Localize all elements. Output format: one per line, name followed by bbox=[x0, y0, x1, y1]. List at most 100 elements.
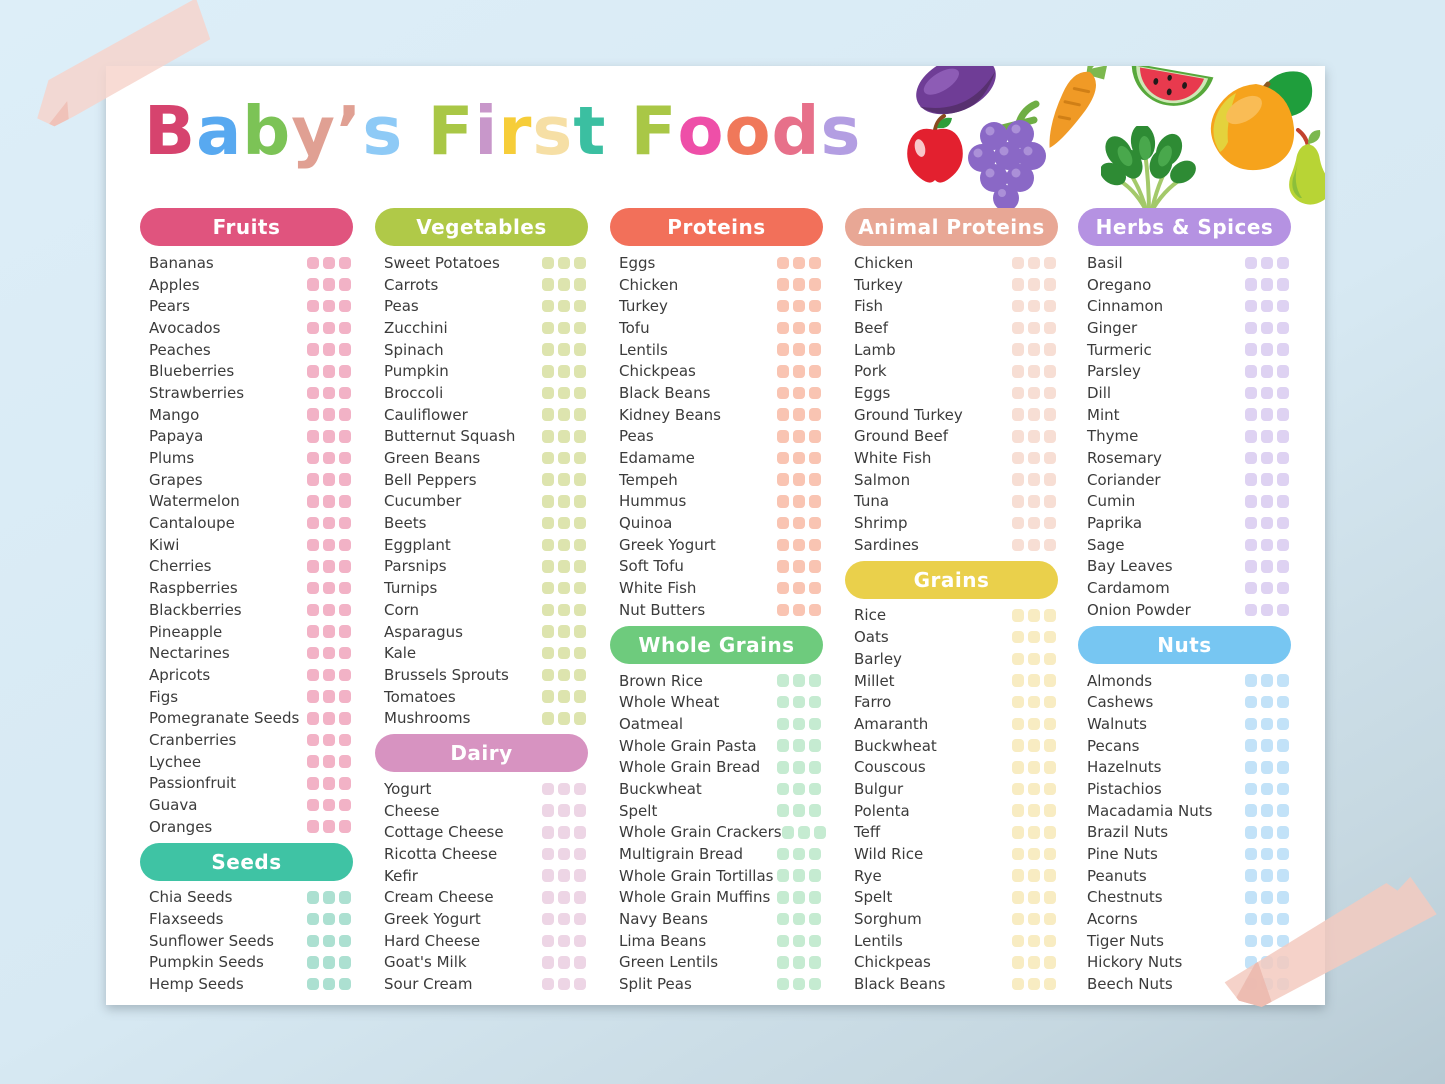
checkbox[interactable] bbox=[792, 386, 805, 400]
checkbox[interactable] bbox=[541, 603, 554, 617]
checkbox[interactable] bbox=[338, 495, 351, 508]
checkbox[interactable] bbox=[306, 603, 319, 617]
checkbox[interactable] bbox=[306, 668, 319, 682]
checkbox[interactable] bbox=[1027, 847, 1040, 861]
checkbox[interactable] bbox=[306, 256, 319, 270]
checkbox[interactable] bbox=[541, 712, 554, 725]
checkbox[interactable] bbox=[557, 847, 570, 861]
checkbox[interactable] bbox=[1276, 782, 1289, 796]
checkbox[interactable] bbox=[1043, 408, 1056, 421]
checkbox[interactable] bbox=[808, 761, 821, 774]
checkbox[interactable] bbox=[1276, 603, 1289, 617]
checkbox[interactable] bbox=[1027, 299, 1040, 313]
checkbox[interactable] bbox=[338, 408, 351, 421]
checkbox[interactable] bbox=[557, 538, 570, 552]
checkbox[interactable] bbox=[306, 777, 319, 790]
checkbox[interactable] bbox=[1244, 826, 1257, 839]
checkbox[interactable] bbox=[338, 473, 351, 486]
checkbox[interactable] bbox=[1043, 652, 1056, 666]
checkbox[interactable] bbox=[322, 430, 335, 443]
checkbox[interactable] bbox=[1260, 603, 1273, 617]
checkbox[interactable] bbox=[776, 934, 789, 948]
checkbox[interactable] bbox=[808, 934, 821, 948]
checkbox[interactable] bbox=[1027, 408, 1040, 421]
checkbox[interactable] bbox=[1011, 430, 1024, 443]
checkbox[interactable] bbox=[306, 516, 319, 530]
checkbox[interactable] bbox=[1011, 516, 1024, 530]
checkbox[interactable] bbox=[808, 891, 821, 904]
checkbox[interactable] bbox=[792, 365, 805, 378]
checkbox[interactable] bbox=[338, 912, 351, 926]
checkbox[interactable] bbox=[541, 343, 554, 356]
checkbox[interactable] bbox=[1260, 717, 1273, 731]
checkbox[interactable] bbox=[1244, 495, 1257, 508]
checkbox[interactable] bbox=[557, 956, 570, 969]
checkbox[interactable] bbox=[306, 625, 319, 638]
checkbox[interactable] bbox=[808, 430, 821, 443]
checkbox[interactable] bbox=[1043, 495, 1056, 508]
checkbox[interactable] bbox=[1276, 386, 1289, 400]
checkbox[interactable] bbox=[1011, 717, 1024, 731]
checkbox[interactable] bbox=[1011, 538, 1024, 552]
checkbox[interactable] bbox=[541, 451, 554, 465]
checkbox[interactable] bbox=[338, 977, 351, 991]
checkbox[interactable] bbox=[306, 430, 319, 443]
checkbox[interactable] bbox=[792, 343, 805, 356]
checkbox[interactable] bbox=[1260, 804, 1273, 817]
checkbox[interactable] bbox=[1276, 674, 1289, 687]
checkbox[interactable] bbox=[1011, 343, 1024, 356]
checkbox[interactable] bbox=[541, 581, 554, 595]
checkbox[interactable] bbox=[573, 473, 586, 486]
checkbox[interactable] bbox=[1011, 782, 1024, 796]
checkbox[interactable] bbox=[573, 690, 586, 703]
checkbox[interactable] bbox=[306, 451, 319, 465]
checkbox[interactable] bbox=[792, 695, 805, 709]
checkbox[interactable] bbox=[338, 798, 351, 812]
checkbox[interactable] bbox=[1260, 934, 1273, 948]
checkbox[interactable] bbox=[557, 826, 570, 839]
checkbox[interactable] bbox=[557, 690, 570, 703]
checkbox[interactable] bbox=[573, 256, 586, 270]
checkbox[interactable] bbox=[557, 581, 570, 595]
checkbox[interactable] bbox=[338, 755, 351, 768]
checkbox[interactable] bbox=[322, 560, 335, 573]
checkbox[interactable] bbox=[338, 365, 351, 378]
checkbox[interactable] bbox=[792, 912, 805, 926]
checkbox[interactable] bbox=[1244, 869, 1257, 882]
checkbox[interactable] bbox=[322, 690, 335, 703]
checkbox[interactable] bbox=[322, 625, 335, 638]
checkbox[interactable] bbox=[1027, 630, 1040, 644]
checkbox[interactable] bbox=[1043, 451, 1056, 465]
checkbox[interactable] bbox=[557, 782, 570, 796]
checkbox[interactable] bbox=[1244, 386, 1257, 400]
checkbox[interactable] bbox=[306, 365, 319, 378]
checkbox[interactable] bbox=[338, 712, 351, 725]
checkbox[interactable] bbox=[792, 560, 805, 573]
checkbox[interactable] bbox=[1027, 538, 1040, 552]
checkbox[interactable] bbox=[1011, 674, 1024, 687]
checkbox[interactable] bbox=[1027, 739, 1040, 752]
checkbox[interactable] bbox=[322, 777, 335, 790]
checkbox[interactable] bbox=[306, 891, 319, 904]
checkbox[interactable] bbox=[338, 560, 351, 573]
checkbox[interactable] bbox=[338, 343, 351, 356]
checkbox[interactable] bbox=[1276, 278, 1289, 291]
checkbox[interactable] bbox=[776, 299, 789, 313]
checkbox[interactable] bbox=[1260, 847, 1273, 861]
checkbox[interactable] bbox=[1260, 451, 1273, 465]
checkbox[interactable] bbox=[792, 408, 805, 421]
checkbox[interactable] bbox=[306, 690, 319, 703]
checkbox[interactable] bbox=[557, 668, 570, 682]
checkbox[interactable] bbox=[573, 782, 586, 796]
checkbox[interactable] bbox=[1244, 695, 1257, 709]
checkbox[interactable] bbox=[1043, 869, 1056, 882]
checkbox[interactable] bbox=[1276, 891, 1289, 904]
checkbox[interactable] bbox=[1043, 826, 1056, 839]
checkbox[interactable] bbox=[776, 977, 789, 991]
checkbox[interactable] bbox=[1260, 891, 1273, 904]
checkbox[interactable] bbox=[1027, 717, 1040, 731]
checkbox[interactable] bbox=[776, 386, 789, 400]
checkbox[interactable] bbox=[808, 495, 821, 508]
checkbox[interactable] bbox=[808, 473, 821, 486]
checkbox[interactable] bbox=[1027, 256, 1040, 270]
